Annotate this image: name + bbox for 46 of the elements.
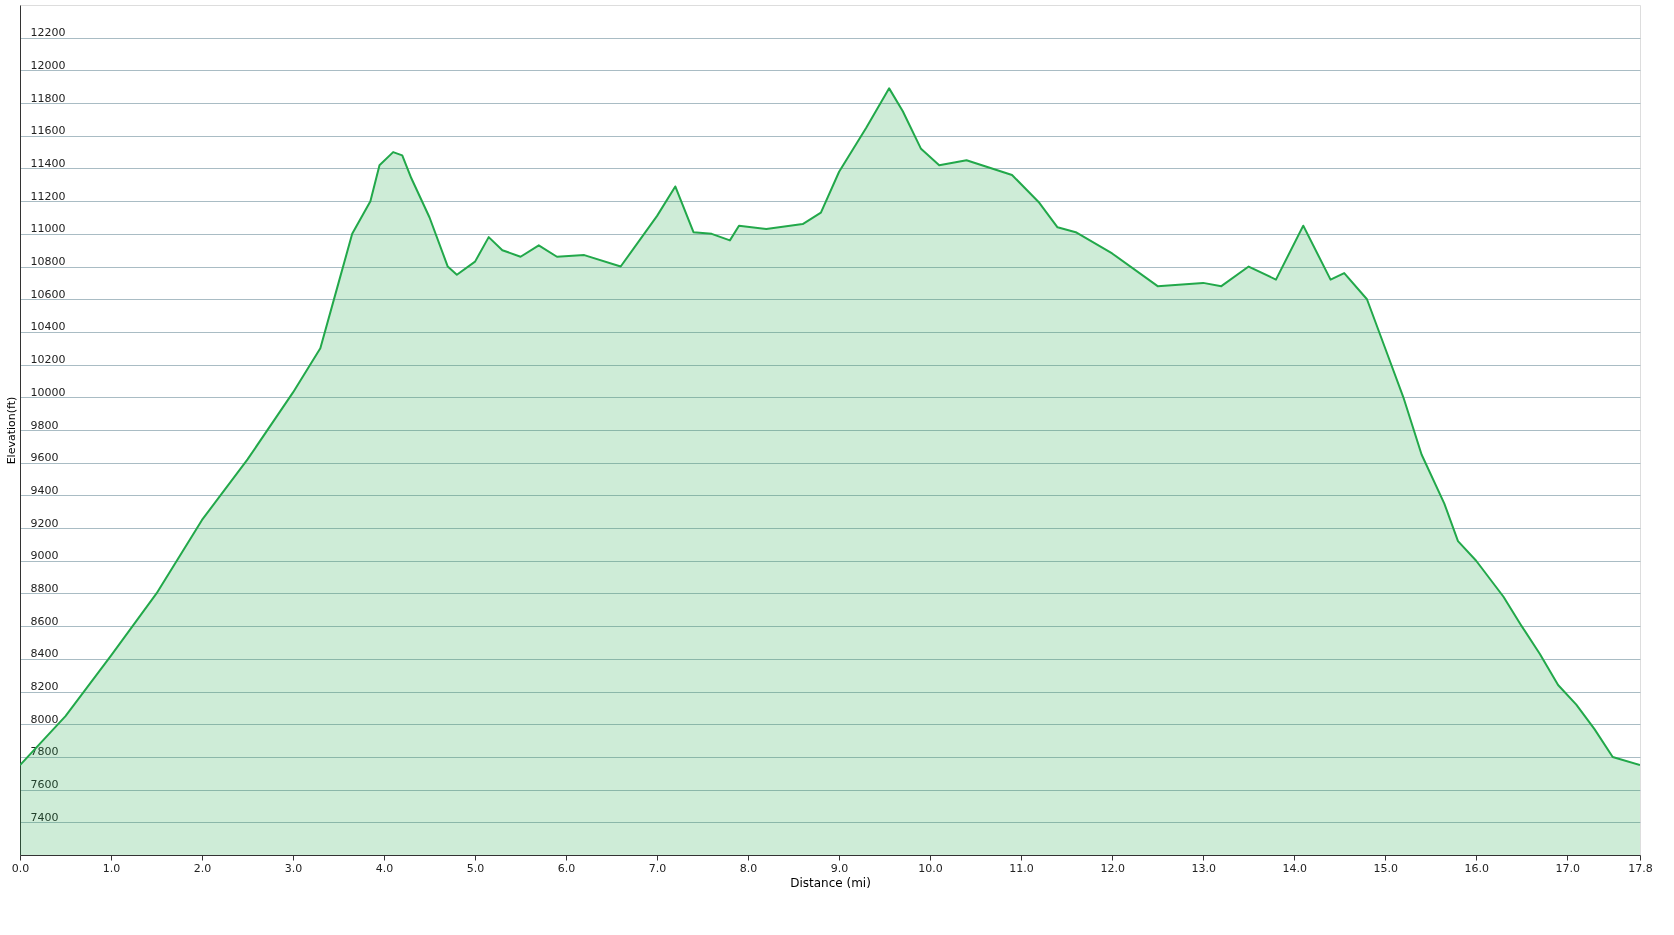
y-tick-label: 11600 bbox=[30, 124, 66, 138]
x-tick-label: 5.0 bbox=[466, 861, 485, 875]
y-tick-label: 7800 bbox=[30, 745, 59, 759]
x-tick-label: 1.0 bbox=[102, 861, 121, 875]
y-tick-label: 11400 bbox=[30, 156, 66, 170]
y-axis-title: Elevation(ft) bbox=[4, 396, 18, 465]
y-tick-label: 9200 bbox=[30, 516, 59, 530]
x-tick-label: 13.0 bbox=[1191, 861, 1216, 875]
y-tick-label: 10600 bbox=[30, 287, 66, 301]
y-tick-label: 10200 bbox=[30, 353, 66, 367]
y-tick-label: 9000 bbox=[30, 549, 59, 563]
y-tick-label: 9800 bbox=[30, 418, 59, 432]
y-tick-label: 7400 bbox=[30, 810, 59, 824]
x-tick-label: 11.0 bbox=[1009, 861, 1034, 875]
y-tick-label: 9400 bbox=[30, 483, 59, 497]
x-tick-label: 0.0 bbox=[11, 861, 30, 875]
x-tick-label: 2.0 bbox=[193, 861, 212, 875]
y-tick-label: 7600 bbox=[30, 778, 59, 792]
x-axis-title: Distance (mi) bbox=[790, 875, 871, 890]
y-tick-label: 11200 bbox=[30, 189, 66, 203]
x-tick-label: 8.0 bbox=[739, 861, 758, 875]
y-tick-label: 8800 bbox=[30, 581, 59, 595]
y-tick-label: 11800 bbox=[30, 91, 66, 105]
y-tick-label: 8000 bbox=[30, 712, 59, 726]
x-tick-label: 12.0 bbox=[1100, 861, 1125, 875]
x-tick-label: 6.0 bbox=[557, 861, 576, 875]
y-tick-label: 10800 bbox=[30, 255, 66, 269]
y-tick-label: 8400 bbox=[30, 647, 59, 661]
x-tick-label: 16.0 bbox=[1464, 861, 1489, 875]
x-tick-label: 3.0 bbox=[284, 861, 303, 875]
x-tick-label: 15.0 bbox=[1373, 861, 1398, 875]
y-tick-label: 8600 bbox=[30, 614, 59, 628]
x-tick-label: 4.0 bbox=[375, 861, 394, 875]
y-tick-label: 8200 bbox=[30, 680, 59, 694]
y-tick-label: 12000 bbox=[30, 58, 66, 72]
y-tick-label: 12200 bbox=[30, 26, 66, 40]
x-tick-label: 9.0 bbox=[830, 861, 849, 875]
x-tick-label: 7.0 bbox=[648, 861, 667, 875]
x-tick-label: 14.0 bbox=[1282, 861, 1307, 875]
y-tick-label: 10000 bbox=[30, 385, 66, 399]
y-tick-label: 9600 bbox=[30, 451, 59, 465]
y-tick-label: 11000 bbox=[30, 222, 66, 236]
y-tick-label: 10400 bbox=[30, 320, 66, 334]
x-tick-label: 17.0 bbox=[1555, 861, 1580, 875]
x-tick-label: 17.8 bbox=[1628, 861, 1653, 875]
x-tick-label: 10.0 bbox=[918, 861, 943, 875]
